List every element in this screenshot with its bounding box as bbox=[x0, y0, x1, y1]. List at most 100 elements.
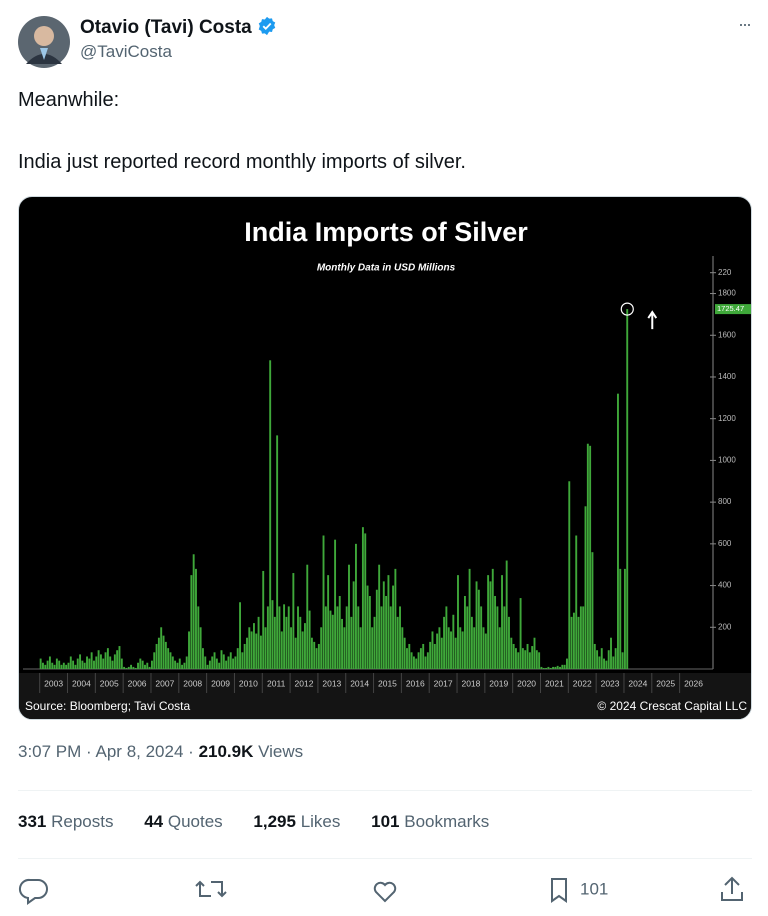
bar bbox=[443, 616, 446, 669]
x-tick-label: 2005 bbox=[100, 678, 119, 688]
author-name-text[interactable]: Otavio (Tavi) Costa bbox=[80, 17, 252, 38]
bar bbox=[436, 633, 439, 669]
bar bbox=[352, 581, 355, 669]
divider bbox=[18, 790, 752, 791]
bar bbox=[95, 656, 98, 669]
x-tick-label: 2020 bbox=[517, 678, 536, 688]
bar bbox=[213, 652, 216, 669]
bar bbox=[199, 627, 202, 669]
bar bbox=[394, 568, 397, 669]
bar bbox=[433, 643, 436, 669]
bar bbox=[310, 637, 313, 669]
chart-image[interactable]: India Imports of Silver Monthly Data in … bbox=[18, 196, 752, 720]
bookmark-button[interactable] bbox=[551, 878, 567, 903]
stat-count: 44 bbox=[144, 812, 164, 831]
stat[interactable]: 44 Quotes bbox=[144, 812, 222, 831]
bar bbox=[253, 623, 255, 669]
bar bbox=[65, 664, 68, 669]
bar bbox=[621, 652, 624, 669]
stat-count: 101 bbox=[371, 812, 400, 831]
highlight-ring bbox=[620, 302, 634, 316]
views-label: Views bbox=[258, 742, 304, 761]
stat[interactable]: 101 Bookmarks bbox=[371, 812, 489, 831]
bar bbox=[104, 652, 107, 669]
bar bbox=[125, 667, 128, 669]
bar bbox=[304, 623, 306, 669]
bar bbox=[120, 658, 123, 669]
bar bbox=[470, 616, 473, 669]
bar bbox=[46, 660, 49, 669]
bar bbox=[183, 662, 186, 669]
bar bbox=[438, 627, 441, 669]
author-handle[interactable]: @TaviCosta bbox=[80, 42, 172, 61]
bar bbox=[454, 637, 457, 669]
bar bbox=[424, 656, 427, 669]
bar bbox=[389, 606, 392, 669]
bar bbox=[153, 652, 156, 669]
bar bbox=[62, 662, 65, 669]
bar bbox=[127, 666, 130, 669]
share-button[interactable] bbox=[721, 876, 743, 901]
bar bbox=[468, 568, 471, 669]
bar bbox=[410, 652, 413, 669]
bar bbox=[139, 658, 142, 669]
bar bbox=[447, 627, 450, 669]
bar bbox=[345, 606, 348, 669]
bar bbox=[552, 666, 555, 669]
bar bbox=[510, 637, 513, 669]
bar bbox=[157, 637, 160, 669]
bar bbox=[190, 575, 193, 669]
bar bbox=[419, 648, 422, 669]
bar bbox=[528, 652, 531, 669]
date[interactable]: Apr 8, 2024 bbox=[95, 742, 184, 761]
bar bbox=[111, 660, 114, 669]
bar bbox=[271, 600, 274, 669]
bar bbox=[123, 666, 126, 669]
bar bbox=[171, 656, 174, 669]
bar bbox=[480, 606, 483, 669]
bar bbox=[561, 664, 564, 669]
bar bbox=[134, 667, 137, 669]
bar bbox=[619, 568, 622, 669]
x-tick-label: 2023 bbox=[601, 678, 620, 688]
x-tick-label: 2004 bbox=[72, 678, 91, 688]
axis-strip bbox=[19, 673, 751, 719]
bar bbox=[141, 660, 144, 669]
x-tick-label: 2019 bbox=[489, 678, 508, 688]
x-tick-label: 2017 bbox=[434, 678, 453, 688]
bar bbox=[262, 570, 265, 669]
bar bbox=[53, 664, 56, 669]
bar bbox=[44, 664, 47, 669]
author-name[interactable]: Otavio (Tavi) Costa bbox=[80, 16, 277, 39]
bar bbox=[494, 595, 497, 669]
bar bbox=[382, 581, 385, 669]
bar bbox=[559, 666, 561, 669]
bar bbox=[243, 643, 246, 669]
bar bbox=[396, 616, 399, 669]
tweet-line: Meanwhile: bbox=[18, 89, 120, 111]
more-menu[interactable]: ··· bbox=[738, 14, 752, 34]
bar bbox=[461, 631, 464, 669]
reply-button[interactable] bbox=[19, 878, 48, 905]
bar bbox=[160, 627, 163, 669]
stat[interactable]: 331 Reposts bbox=[18, 812, 113, 831]
repost-button[interactable] bbox=[195, 880, 227, 898]
x-tick-label: 2007 bbox=[155, 678, 174, 688]
bar bbox=[74, 664, 77, 669]
bar bbox=[364, 533, 367, 669]
bar bbox=[512, 643, 515, 669]
y-tick-label: 1600 bbox=[718, 330, 736, 339]
bar bbox=[306, 564, 309, 669]
bar bbox=[90, 652, 93, 669]
y-tick-label: 220 bbox=[718, 268, 732, 277]
bar bbox=[343, 627, 346, 669]
x-tick-label: 2015 bbox=[378, 678, 397, 688]
like-button[interactable] bbox=[373, 881, 397, 903]
avatar[interactable] bbox=[18, 16, 70, 68]
views-count: 210.9K bbox=[198, 742, 254, 761]
bar bbox=[211, 656, 214, 669]
stat[interactable]: 1,295 Likes bbox=[253, 812, 340, 831]
bar bbox=[357, 606, 360, 669]
bar bbox=[338, 595, 341, 669]
